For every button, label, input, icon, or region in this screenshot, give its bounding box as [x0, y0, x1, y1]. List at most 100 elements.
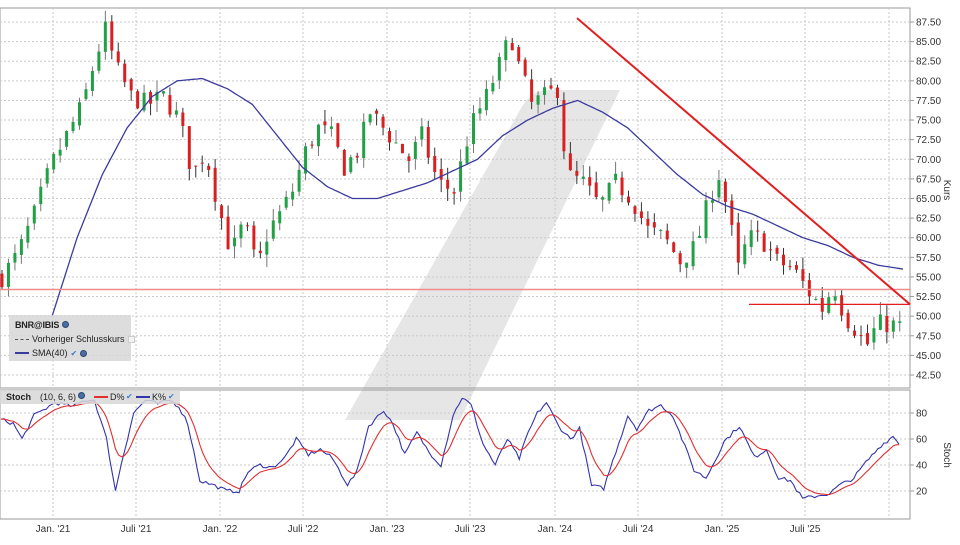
candle-body [284, 196, 288, 208]
candle-body [52, 153, 56, 170]
y-tick-label: 45.00 [916, 351, 941, 362]
x-tick-label: Jan. '22 [203, 524, 238, 535]
stoch-label: Stoch [6, 392, 32, 402]
candle-body [555, 87, 559, 98]
candle-body [607, 182, 611, 201]
candle-body [698, 235, 702, 238]
d-line-swatch-icon [94, 396, 108, 398]
candle-body [388, 131, 392, 143]
candle-body [13, 252, 17, 263]
candle-body [794, 265, 798, 270]
candle-body [523, 59, 527, 76]
candle-body [239, 224, 243, 239]
candle-body [646, 218, 650, 226]
candle-body [323, 121, 327, 126]
candle-body [672, 242, 676, 252]
candle-body [213, 167, 217, 202]
y-tick-label: 72.50 [916, 135, 941, 146]
y-tick-label: 85.00 [916, 37, 941, 48]
candle-body [174, 110, 178, 115]
checkbox-unchecked-icon[interactable] [127, 335, 135, 343]
candle-body [90, 70, 94, 91]
candle-body [704, 200, 708, 239]
checkmark-icon[interactable]: ✔ [126, 392, 133, 401]
legend-item-sma[interactable]: SMA(40) ✔ [15, 348, 88, 358]
d-label: D% [110, 392, 125, 402]
y-tick-label: 70.00 [916, 155, 941, 166]
candle-body [155, 91, 159, 101]
candle-body [465, 146, 469, 164]
candle-body [491, 82, 495, 92]
candle-body [207, 165, 211, 170]
legend-item-prev-close[interactable]: Vorheriger Schlusskurs [15, 334, 135, 344]
downtrend-line [576, 17, 911, 306]
candle-body [39, 186, 43, 205]
globe-icon[interactable] [80, 349, 88, 357]
candle-body [775, 247, 779, 254]
stoch-tick-label: 20 [916, 487, 928, 498]
stoch-tick-label: 80 [916, 409, 928, 420]
candle-body [375, 110, 379, 114]
y-tick-label: 62.50 [916, 214, 941, 225]
candle-body [581, 176, 585, 179]
stoch-panel-frame [0, 389, 911, 520]
candle-body [665, 230, 669, 240]
candle-body [226, 216, 230, 250]
candle-body [484, 88, 488, 111]
x-tick-label: Jan. '25 [705, 524, 740, 535]
candle-body [252, 225, 256, 250]
legend-title: BNR@IBIS [15, 320, 69, 330]
candle-body [723, 181, 727, 202]
y-tick-label: 50.00 [916, 312, 941, 323]
candle-body [536, 95, 540, 105]
candle-body [478, 108, 482, 114]
candle-body [278, 211, 282, 224]
checkmark-icon[interactable]: ✔ [70, 348, 78, 358]
stoch-params: (10, 6, 6) [40, 392, 77, 402]
candle-body [782, 254, 786, 266]
candle-body [407, 156, 411, 162]
candle-body [827, 297, 831, 313]
candle-body [26, 225, 30, 243]
price-legend: BNR@IBIS Vorheriger Schlusskurs SMA(40) … [9, 315, 135, 361]
candle-body [846, 312, 850, 329]
checkmark-icon[interactable]: ✔ [168, 392, 175, 401]
globe-icon[interactable] [61, 321, 69, 328]
candle-body [58, 149, 62, 156]
candle-body [807, 280, 811, 297]
candle-body [814, 299, 818, 301]
candle-body [84, 89, 88, 99]
candle-body [865, 333, 869, 345]
globe-icon[interactable] [78, 392, 85, 399]
candle-body [517, 47, 521, 62]
candle-body [0, 273, 4, 288]
candle-body [762, 233, 766, 252]
candle-body [659, 229, 663, 231]
candle-body [446, 179, 450, 189]
candle-body [562, 100, 566, 152]
candle-body [168, 95, 172, 115]
candle-body [368, 114, 372, 123]
candle-body [297, 169, 301, 192]
candle-body [710, 200, 714, 203]
candle-body [316, 124, 320, 147]
candle-body [291, 191, 295, 200]
candle-body [639, 211, 643, 218]
candle-body [426, 127, 430, 158]
candle-body [788, 266, 792, 268]
candle-body [381, 116, 385, 128]
y-tick-label: 52.50 [916, 292, 941, 303]
candle-body [736, 222, 740, 263]
watermark-logo [345, 90, 620, 420]
candle-body [336, 123, 340, 147]
candle-body [136, 91, 140, 109]
candle-body [568, 153, 572, 171]
candle-body [543, 87, 547, 95]
y-tick-label: 65.00 [916, 194, 941, 205]
y-tick-label: 75.00 [916, 116, 941, 127]
candle-body [123, 63, 127, 83]
candle-body [530, 79, 534, 102]
candle-body [459, 161, 463, 192]
